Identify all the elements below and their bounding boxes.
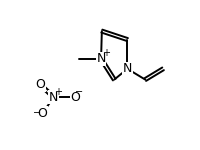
- Text: O: O: [36, 78, 45, 92]
- Text: N: N: [122, 62, 131, 75]
- Text: −: −: [33, 108, 41, 119]
- Text: +: +: [53, 87, 61, 97]
- Text: N: N: [96, 52, 105, 65]
- Text: O: O: [37, 107, 47, 120]
- Text: N: N: [49, 91, 58, 104]
- Text: O: O: [70, 91, 80, 104]
- Text: −: −: [75, 87, 83, 97]
- Text: +: +: [101, 48, 109, 58]
